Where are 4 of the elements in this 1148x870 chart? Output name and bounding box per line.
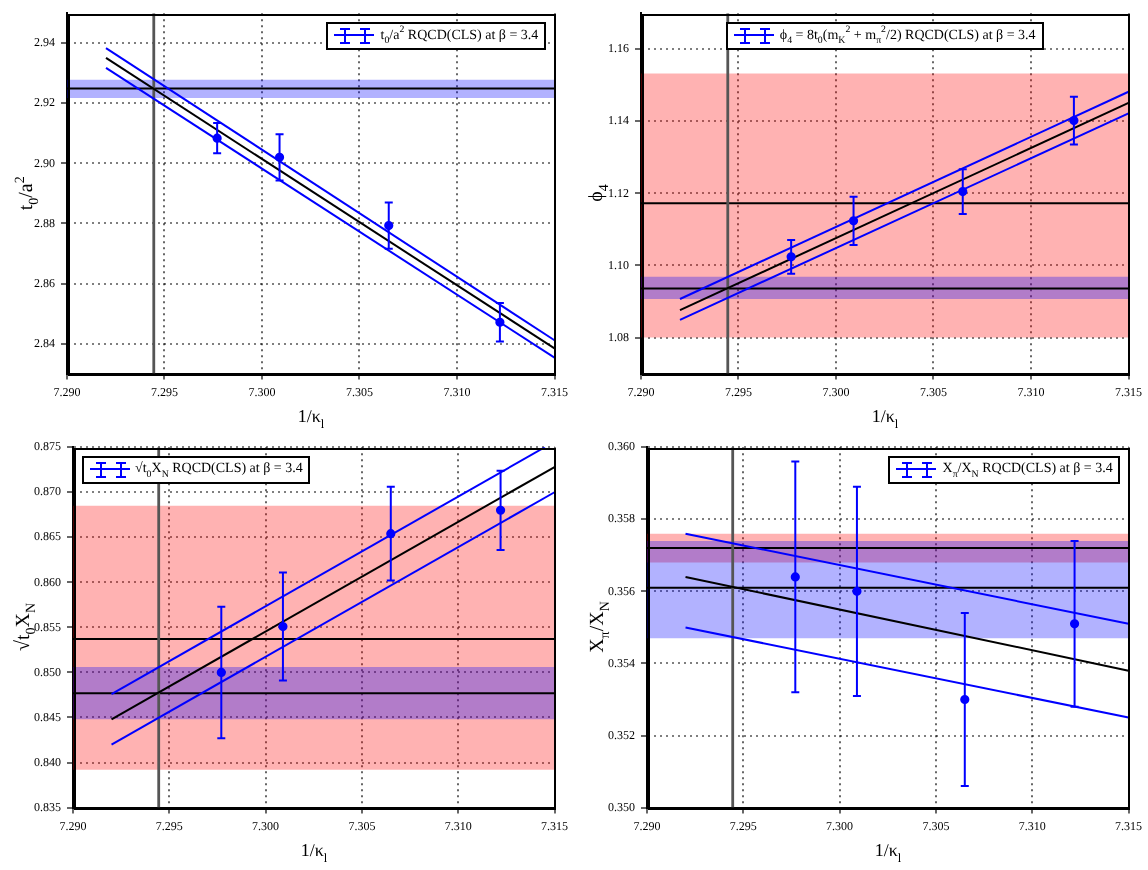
x-axis-title: 1/κ$_{l}$ bbox=[297, 406, 325, 432]
x-axis-title: 1/κ$_{l}$ bbox=[874, 840, 902, 866]
x-axis-title: 1/κ$_{l}$ bbox=[871, 406, 899, 432]
x-axis-title: 1/κ$_{l}$ bbox=[300, 840, 328, 866]
